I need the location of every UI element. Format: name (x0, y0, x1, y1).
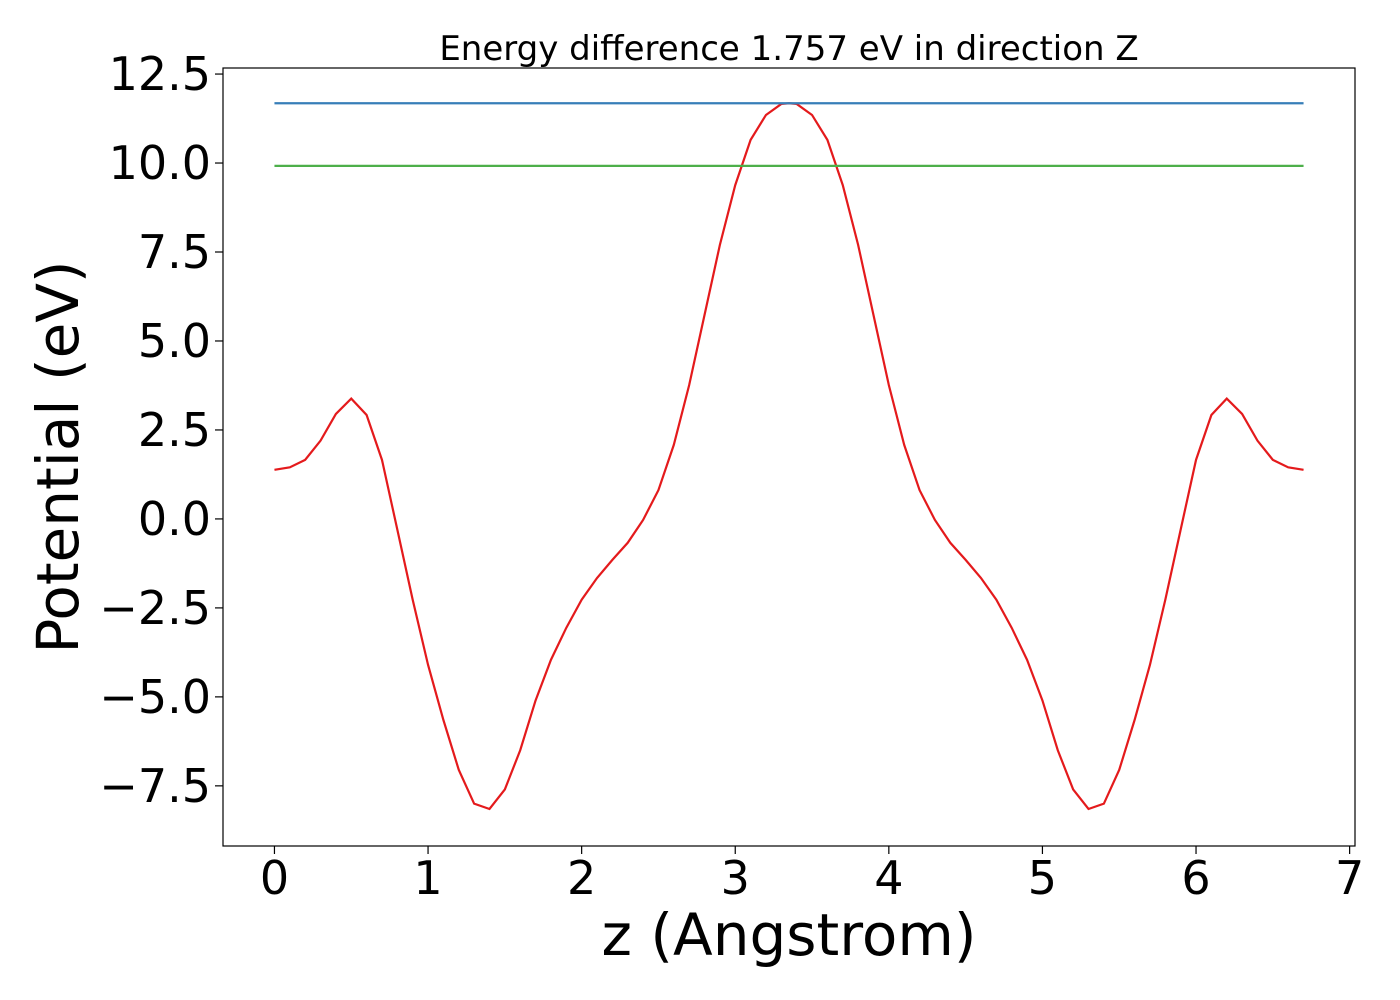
y-tick-label: 10.0 (109, 136, 211, 190)
y-axis-label: Potential (eV) (24, 260, 92, 653)
x-tick-label: 6 (1181, 851, 1210, 905)
x-tick-label: 1 (413, 851, 442, 905)
x-tick-label: 4 (874, 851, 903, 905)
y-tick-label: −2.5 (99, 581, 211, 635)
y-tick-label: 12.5 (109, 47, 211, 101)
y-tick-label: −5.0 (99, 670, 211, 724)
y-tick-label: −7.5 (99, 759, 211, 813)
y-tick-label: 2.5 (138, 403, 211, 457)
x-tick-label: 2 (567, 851, 596, 905)
x-tick-label: 5 (1028, 851, 1057, 905)
x-axis-label: z (Angstrom) (602, 901, 977, 969)
data-line (274, 102, 1304, 811)
x-tick-label: 7 (1335, 851, 1364, 905)
chart-title: Energy difference 1.757 eV in direction … (439, 29, 1138, 69)
x-tick-label: 3 (721, 851, 750, 905)
y-tick-label: 7.5 (138, 225, 211, 279)
y-tick-label: 5.0 (138, 314, 211, 368)
y-tick-label: 0.0 (138, 492, 211, 546)
x-tick-label: 0 (260, 851, 289, 905)
plot-frame (222, 67, 1356, 847)
